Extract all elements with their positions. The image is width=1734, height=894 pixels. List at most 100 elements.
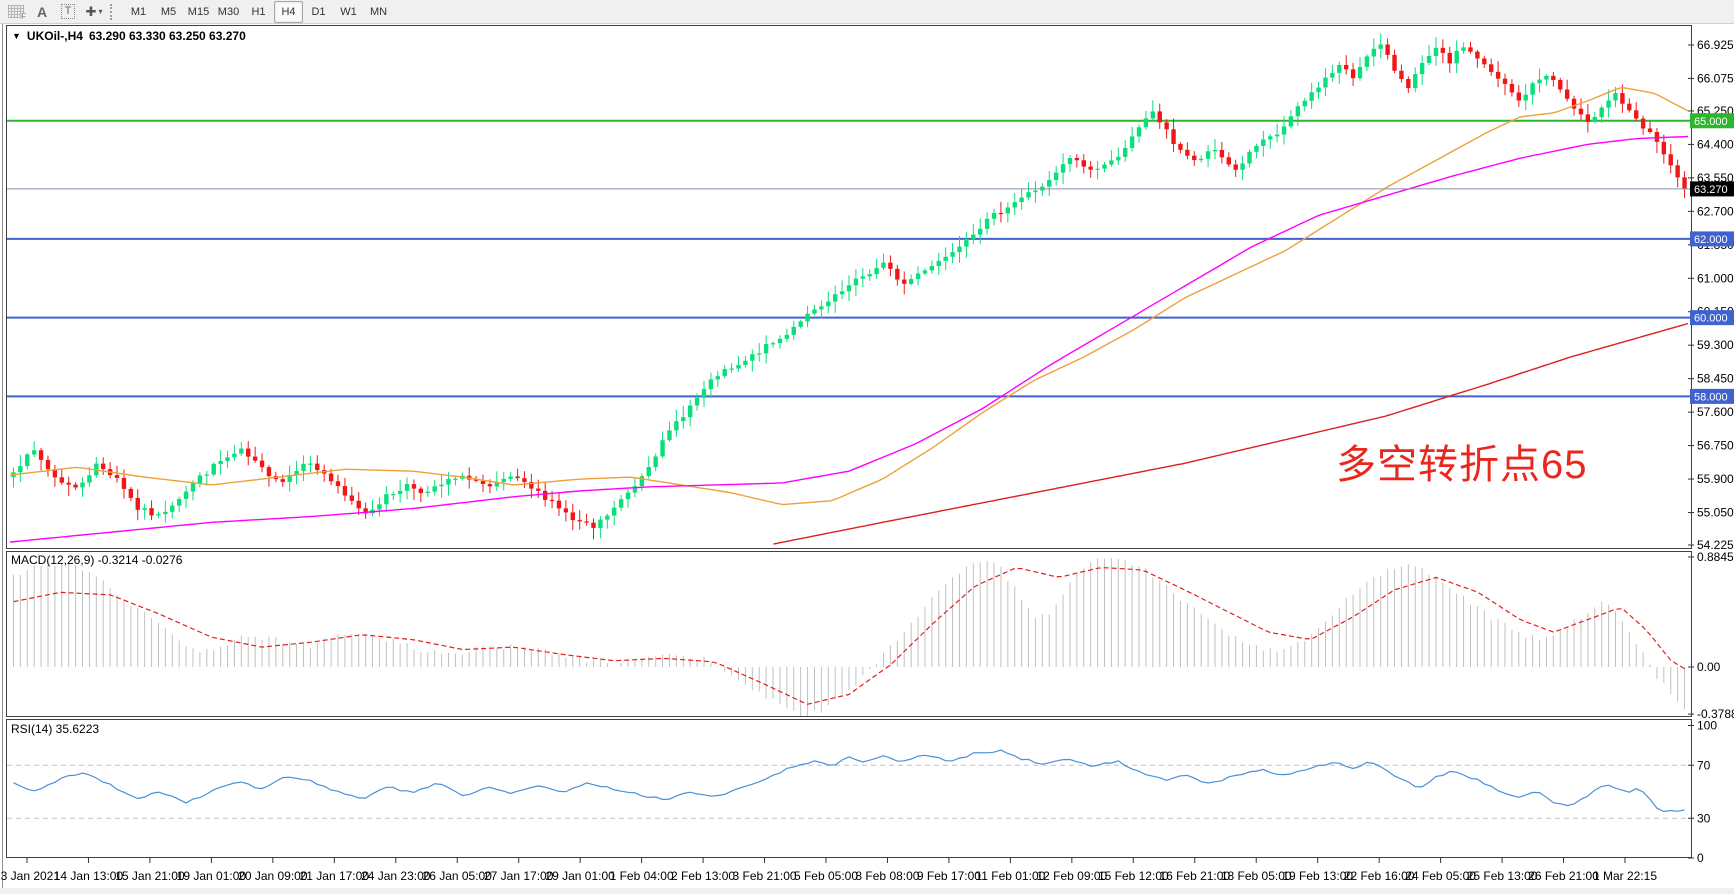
candle-body [80, 482, 85, 488]
macd-panel[interactable] [6, 551, 1692, 717]
rsi-axis[interactable]: 100 70 30 0 [1688, 719, 1717, 866]
candle-body [1254, 145, 1259, 152]
candle-body [1426, 56, 1432, 63]
rsi-panel[interactable] [6, 719, 1692, 858]
candle-body [639, 476, 645, 487]
candle-body [991, 212, 997, 219]
price-tick-label: 66.925 [1697, 38, 1734, 52]
toolbar-grip-handle[interactable] [110, 3, 116, 20]
timeframe-button-D1[interactable]: D1 [311, 5, 326, 18]
candle-body [1599, 107, 1604, 118]
candle-body [1488, 64, 1494, 72]
timeframe-button-H1[interactable]: H1 [251, 5, 266, 18]
candle-body [246, 448, 251, 457]
grid-snap-icon[interactable]: F [4, 2, 28, 22]
candle-body [176, 498, 182, 506]
timeframe-button-MN[interactable]: MN [369, 5, 388, 18]
candle-body [1123, 147, 1128, 157]
candle-body [73, 484, 78, 488]
candle-body [729, 368, 734, 370]
chart-text-annotation[interactable]: 多空转折点65 [1336, 443, 1588, 487]
candle-body [943, 256, 948, 261]
price-level-badge [1690, 231, 1734, 247]
candle-body [667, 430, 672, 441]
candle-body [190, 483, 196, 492]
price-axis[interactable]: 66.92566.07565.25064.40063.55062.70061.8… [1688, 38, 1734, 552]
candle-body [204, 474, 210, 476]
candle-body [563, 508, 569, 513]
time-tick-label: 11 Feb 01:00 [975, 869, 1045, 883]
macd-axis[interactable]: 0.8845 0.00 -0.3788 [1688, 550, 1734, 721]
candle-body [232, 453, 237, 458]
candle-body [446, 478, 451, 485]
candle-body [1316, 87, 1321, 93]
candle-body [715, 376, 720, 380]
symbol-header[interactable]: ▼ UKOil-,H4 63.290 63.330 63.250 63.270 [12, 29, 246, 43]
candle-body [770, 343, 776, 345]
candle-body [252, 456, 258, 461]
candle-body [432, 486, 437, 492]
candle-body [1164, 122, 1169, 130]
timeframe-button-M1[interactable]: M1 [130, 5, 147, 18]
candle-body [1357, 66, 1363, 79]
candle-body [888, 262, 893, 269]
candle-body [135, 497, 140, 510]
candle-body [1654, 131, 1660, 142]
top-toolbar: F A T ✚ ▾ M1 M5 M15 M30 H1 H4 D1 W1 MN [0, 0, 1734, 24]
candle-body [473, 479, 479, 481]
candle-body [1544, 75, 1549, 80]
time-tick-label: 13 Jan 2021 [0, 869, 60, 883]
candle-body [18, 466, 23, 473]
timeframe-button-M15[interactable]: M15 [187, 5, 210, 18]
candle-body [536, 488, 541, 491]
candle-body [777, 338, 783, 344]
price-tick-label: 58.450 [1697, 372, 1734, 386]
horizontal-level-lines [7, 119, 1691, 398]
candle-body [598, 519, 603, 528]
candle-body [418, 488, 424, 494]
candle-body [860, 276, 866, 279]
timeframe-button-M5[interactable]: M5 [160, 5, 177, 18]
candle-body [1620, 93, 1625, 104]
candle-body [1240, 163, 1245, 170]
candle-body [1495, 71, 1501, 79]
candle-body [1440, 47, 1446, 53]
candle-body [1109, 160, 1114, 165]
timeframe-button-H4[interactable]: H4 [274, 0, 303, 23]
macd-indicator-label: MACD(12,26,9) -0.3214 -0.0276 [11, 553, 183, 567]
candle-body [1516, 92, 1522, 101]
timeframe-button-M30[interactable]: M30 [217, 5, 240, 18]
window-bottom-edge [0, 888, 1734, 894]
text-label-tool-icon[interactable]: A [36, 3, 48, 20]
candle-body [1288, 116, 1294, 127]
candle-body [1675, 165, 1680, 178]
candle-body [1309, 92, 1314, 101]
candle-body [577, 520, 582, 522]
candle-body [508, 476, 513, 479]
time-tick-label: 12 Feb 09:00 [1036, 869, 1107, 883]
candle-body [342, 486, 348, 496]
text-box-tool[interactable]: T [56, 2, 80, 22]
chart-canvas[interactable]: 66.92566.07565.25064.40063.55062.70061.8… [0, 24, 1734, 894]
candle-body [660, 440, 665, 457]
candle-body [1454, 50, 1459, 64]
candle-body [114, 475, 120, 478]
candle-body [1419, 62, 1425, 75]
candle-body [266, 467, 272, 477]
price-tick-label: 64.400 [1697, 137, 1734, 151]
candle-body [328, 473, 334, 482]
candlesticks[interactable] [11, 33, 1687, 540]
timeframe-button-W1[interactable]: W1 [340, 5, 357, 18]
candle-body [1343, 64, 1349, 70]
main-price-panel[interactable] [6, 25, 1692, 549]
symbol-ohlc: 63.290 63.330 63.250 63.270 [88, 29, 246, 43]
cursor-tool[interactable]: ✚ ▾ [82, 2, 106, 22]
candle-body [1143, 118, 1149, 128]
candle-body [556, 500, 562, 509]
time-tick-label: 21 Jan 17:00 [300, 869, 370, 883]
candle-body [743, 360, 748, 365]
price-tick-label: 61.000 [1697, 271, 1734, 285]
grid-dots-icon: F [8, 5, 26, 21]
